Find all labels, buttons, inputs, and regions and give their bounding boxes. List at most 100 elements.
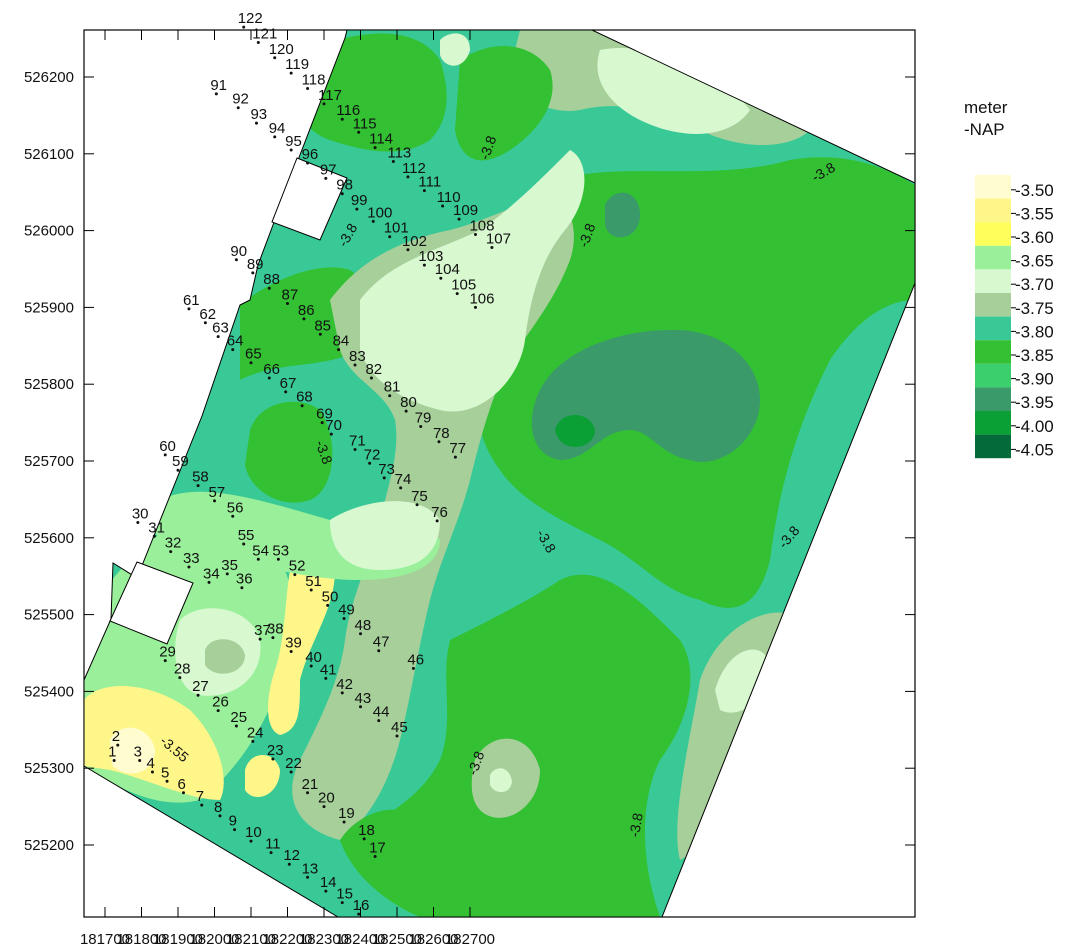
x-tick-label: 182000 [189,931,239,948]
sample-point-label: 1 [108,744,116,761]
legend-label: -3.65 [1015,252,1054,271]
sample-point-marker [306,791,310,795]
sample-point-marker [258,637,262,641]
fill-yellow-34-27 [268,553,335,735]
legend-label: -3.70 [1015,275,1054,294]
sample-point-marker [453,455,457,459]
sample-point-marker [422,189,426,193]
sample-point-label: 86 [298,302,315,319]
sample-point-marker [225,572,229,576]
sample-point-label: 122 [238,10,263,27]
sample-point-marker [287,862,291,866]
sample-point-marker [437,440,441,444]
legend-label: -3.55 [1015,204,1054,223]
sample-point-label: 34 [203,565,220,582]
sample-point-label: 19 [338,805,355,822]
legend-swatch [975,293,1011,317]
sample-point-marker [340,691,344,695]
sample-point-label: 10 [245,824,262,841]
sample-point-label: 9 [229,813,237,830]
legend-swatch [975,222,1011,246]
sample-point-marker [377,719,381,723]
sample-point-marker [234,258,238,262]
fill-central-lightest [360,150,585,412]
sample-point-marker [373,146,377,150]
sample-point-marker [216,335,220,339]
sample-point-label: 4 [146,755,154,772]
y-tick-label: 525700 [24,453,74,470]
legend-scale: -3.50 -3.55 -3.60 -3.65 -3.70 -3.75 -3.80 -3.85… [975,175,1054,459]
sample-point-marker [342,820,346,824]
site-boundary [83,29,916,918]
sample-point-marker [178,676,182,680]
sample-point-marker [152,534,156,538]
cutout-upper [271,157,348,241]
sample-point-marker [169,550,173,554]
fill-yellow-bl [84,686,224,800]
sample-point-marker [371,219,375,223]
sample-point-marker [267,376,271,380]
contour-label: -3.8 [312,438,335,466]
legend-swatch [975,411,1011,435]
sample-point-label: 18 [358,822,375,839]
sample-point-marker [216,709,220,713]
sample-point-marker [251,739,255,743]
sample-point-marker [306,87,310,91]
y-axis: 5262005261005260005259005258005257005256… [24,69,915,854]
sample-point-label: 30 [132,505,149,522]
sample-point-marker [200,803,204,807]
sample-point-marker [340,901,344,905]
sample-point-marker [473,232,477,236]
sample-point-marker [406,175,410,179]
sample-point-marker [306,161,310,165]
legend-swatch [975,340,1011,364]
sample-point-marker [196,484,200,488]
sample-point-marker [359,705,362,709]
sample-point-label: 105 [451,277,476,294]
fill-top-lightest-120 [440,33,470,66]
sample-point-label: 90 [230,243,247,260]
legend-swatch [975,363,1011,388]
sample-point-marker [382,476,386,480]
sample-point-label: 33 [183,550,200,567]
sample-point-label: 102 [402,233,427,250]
sample-point-label: 48 [355,617,372,634]
sample-point-label: 59 [172,453,189,470]
sample-point-marker [399,486,403,490]
sample-point-label: 70 [325,417,342,434]
x-tick-label: 182200 [262,931,312,948]
sample-point-label: 53 [272,542,289,559]
sample-point-marker [306,875,310,879]
sample-point-label: 43 [355,690,372,707]
sample-point-label: 99 [351,192,368,209]
sample-point-label: 15 [336,886,353,903]
sample-point-label: 24 [247,724,264,741]
sample-point-label: 104 [435,261,460,278]
sample-point-label: 72 [364,446,381,463]
sample-point-label: 73 [378,461,395,478]
sample-point-label: 82 [365,361,382,378]
sample-point-marker [340,192,344,196]
legend-label: -3.90 [1015,370,1054,389]
sample-point-marker [395,734,399,738]
sample-point-marker [329,432,333,436]
sample-point-marker [289,649,293,653]
sample-point-label: 117 [318,87,342,104]
legend-swatch [975,175,1011,199]
sample-point-label: 54 [252,542,269,559]
sample-point-label: 107 [486,230,511,247]
sample-point-label: 96 [302,146,319,163]
x-tick-label: 181700 [80,931,130,948]
sample-point-marker [254,121,258,125]
y-tick-label: 526100 [24,146,74,163]
sample-point-marker [138,759,142,763]
sample-point-label: 56 [227,499,244,516]
sample-point-marker [388,235,392,239]
sample-point-marker [357,130,361,134]
sample-point-label: 7 [196,788,204,805]
sample-point-label: 76 [431,504,448,521]
sample-point-label: 8 [214,799,222,816]
x-tick-label: 182500 [372,931,422,948]
y-tick-label: 526200 [24,69,74,86]
sample-point-marker [240,586,244,590]
